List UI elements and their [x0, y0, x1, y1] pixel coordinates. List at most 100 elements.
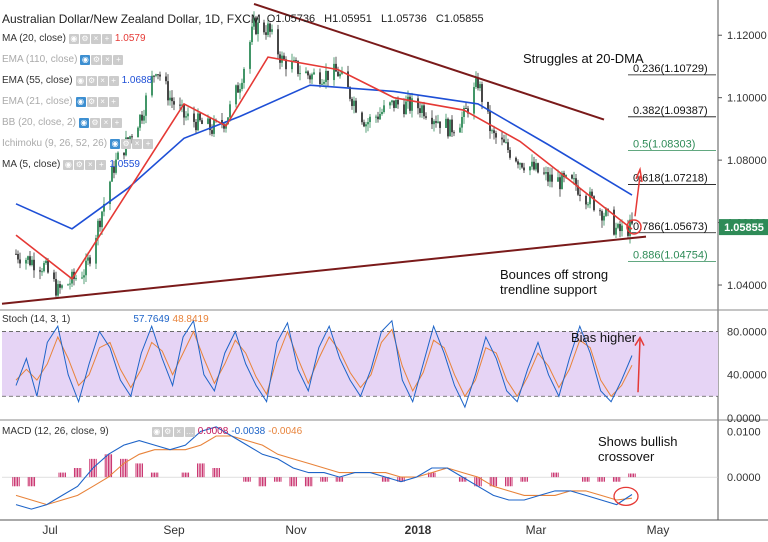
- fib-label: 0.382(1.09387): [633, 105, 708, 117]
- settings-icon[interactable]: ⚙: [162, 426, 173, 437]
- candle: [311, 74, 313, 80]
- indicator-controls[interactable]: ◉ ⚙ × +: [63, 159, 107, 170]
- more-icon[interactable]: +: [108, 96, 119, 107]
- candle: [29, 256, 31, 266]
- visibility-icon[interactable]: ◉: [78, 117, 89, 128]
- indicator-row[interactable]: EMA (55, close) ◉ ⚙ × +1.0688: [2, 75, 152, 86]
- candle: [209, 118, 211, 131]
- indicator-label: EMA (21, close): [2, 96, 73, 107]
- candle: [263, 22, 265, 33]
- candle: [195, 121, 197, 131]
- candle: [157, 74, 159, 76]
- candle: [379, 114, 381, 120]
- more-icon[interactable]: +: [101, 33, 112, 44]
- more-icon[interactable]: +: [96, 159, 107, 170]
- candle: [537, 163, 539, 173]
- candle: [477, 78, 479, 89]
- indicator-controls[interactable]: ◉ ⚙ × +: [78, 117, 122, 128]
- indicator-row[interactable]: BB (20, close, 2) ◉ ⚙ × +: [2, 117, 125, 128]
- stoch-y-tick: 40.0000: [727, 370, 767, 382]
- candle: [487, 101, 489, 112]
- close-icon[interactable]: ×: [90, 33, 101, 44]
- candle: [407, 96, 409, 102]
- settings-icon[interactable]: ⚙: [121, 138, 132, 149]
- indicator-row[interactable]: EMA (110, close) ◉ ⚙ × +: [2, 54, 126, 65]
- candle: [405, 101, 407, 115]
- close-icon[interactable]: ×: [173, 426, 184, 437]
- indicator-controls[interactable]: ◉ ⚙ × +: [68, 33, 112, 44]
- candle: [489, 111, 491, 132]
- macd-controls[interactable]: ◉ ⚙ × …: [151, 426, 195, 437]
- candle: [495, 133, 497, 138]
- more-icon[interactable]: +: [113, 54, 124, 65]
- fib-label: 0.786(1.05673): [633, 221, 708, 233]
- candle: [615, 227, 617, 235]
- x-tick-label: Nov: [285, 523, 306, 537]
- indicator-row[interactable]: MA (5, close) ◉ ⚙ × +1.0559: [2, 159, 140, 170]
- close-icon[interactable]: ×: [102, 54, 113, 65]
- visibility-icon[interactable]: ◉: [75, 96, 86, 107]
- annotation-arrowhead: [635, 166, 643, 183]
- candle: [141, 114, 143, 121]
- candle: [123, 152, 125, 156]
- bias-arrowhead: [634, 336, 645, 346]
- more-icon[interactable]: +: [143, 138, 154, 149]
- visibility-icon[interactable]: ◉: [80, 54, 91, 65]
- candle: [419, 108, 421, 113]
- candle: [585, 195, 587, 205]
- settings-icon[interactable]: ⚙: [79, 33, 90, 44]
- indicator-row[interactable]: EMA (21, close) ◉ ⚙ × +: [2, 96, 122, 107]
- candle: [593, 196, 595, 211]
- candle: [353, 100, 355, 106]
- close-icon[interactable]: ×: [132, 138, 143, 149]
- indicator-row[interactable]: Ichimoku (9, 26, 52, 26) ◉ ⚙ × +: [2, 138, 156, 149]
- candle: [381, 112, 383, 115]
- candle: [255, 17, 257, 35]
- indicator-controls[interactable]: ◉ ⚙ × +: [80, 54, 124, 65]
- visibility-icon[interactable]: ◉: [75, 75, 86, 86]
- candle: [81, 277, 83, 279]
- close-icon[interactable]: ×: [85, 159, 96, 170]
- candle: [575, 178, 577, 186]
- candle: [367, 122, 369, 125]
- more-icon[interactable]: +: [111, 117, 122, 128]
- candle: [229, 104, 231, 118]
- visibility-icon[interactable]: ◉: [110, 138, 121, 149]
- close-icon[interactable]: ×: [97, 75, 108, 86]
- candle: [599, 210, 601, 212]
- candle: [503, 139, 505, 143]
- settings-icon[interactable]: ⚙: [91, 54, 102, 65]
- annotation-bounces-line1: Bounces off strong: [500, 267, 609, 282]
- close-icon[interactable]: ×: [97, 96, 108, 107]
- macd-line-value: -0.0038: [231, 426, 266, 437]
- visibility-icon[interactable]: ◉: [151, 426, 162, 437]
- macd-y-tick: 0.0100: [727, 426, 761, 438]
- close-icon[interactable]: ×: [100, 117, 111, 128]
- settings-icon[interactable]: ⚙: [86, 96, 97, 107]
- settings-icon[interactable]: ⚙: [89, 117, 100, 128]
- more-icon[interactable]: …: [184, 426, 195, 437]
- candle: [113, 166, 115, 173]
- visibility-icon[interactable]: ◉: [63, 159, 74, 170]
- candle: [435, 121, 437, 123]
- candle: [167, 81, 169, 101]
- settings-icon[interactable]: ⚙: [74, 159, 85, 170]
- indicator-controls[interactable]: ◉ ⚙ × +: [75, 96, 119, 107]
- indicator-label: MA (20, close): [2, 33, 66, 44]
- more-icon[interactable]: +: [108, 75, 119, 86]
- candle: [557, 177, 559, 182]
- candle: [25, 259, 27, 264]
- indicator-controls[interactable]: ◉ ⚙ × +: [110, 138, 154, 149]
- macd-line: [15, 426, 633, 510]
- candle: [291, 61, 293, 70]
- indicator-row[interactable]: MA (20, close) ◉ ⚙ × +1.0579: [2, 33, 146, 44]
- candle: [179, 104, 181, 106]
- candle: [57, 284, 59, 296]
- candle: [403, 104, 405, 115]
- visibility-icon[interactable]: ◉: [68, 33, 79, 44]
- candle: [33, 259, 35, 271]
- indicator-controls[interactable]: ◉ ⚙ × +: [75, 75, 119, 86]
- settings-icon[interactable]: ⚙: [86, 75, 97, 86]
- candle: [153, 75, 155, 77]
